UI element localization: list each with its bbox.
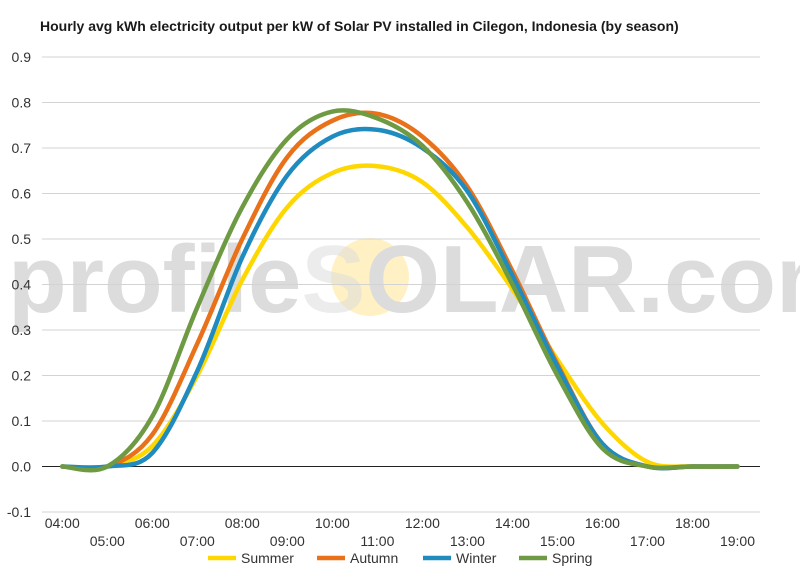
watermark-sun-icon: [331, 238, 409, 316]
y-tick-label: 0.6: [12, 186, 32, 202]
y-tick-label: 0.3: [12, 322, 32, 338]
x-tick-label: 08:00: [225, 515, 260, 531]
grid-lines: [42, 56, 760, 513]
x-tick-label: 18:00: [675, 515, 710, 531]
y-tick-label: 0.7: [12, 140, 32, 156]
watermark-text: profileSOLAR.com: [8, 226, 800, 333]
y-axis: -0.1 0.0 0.1 0.2 0.3 0.4 0.5 0.6 0.7 0.8 0.9: [7, 49, 31, 520]
x-tick-label: 09:00: [270, 533, 305, 549]
y-tick-label: 0.8: [12, 95, 32, 111]
legend-item-winter: Winter: [423, 550, 497, 566]
x-tick-label: 05:00: [90, 533, 125, 549]
series-line-winter: [60, 126, 740, 471]
legend-item-autumn: Autumn: [317, 550, 398, 566]
x-tick-label: 10:00: [315, 515, 350, 531]
series-line-spring: [60, 108, 740, 473]
y-tick-label: 0.1: [12, 413, 32, 429]
y-tick-label: 0.4: [12, 277, 32, 293]
legend-item-summer: Summer: [208, 550, 294, 566]
y-tick-label: 0.0: [12, 459, 32, 475]
legend: Summer Autumn Winter Spring: [208, 550, 592, 566]
x-axis: 04:00 05:00 06:00 07:00 08:00 09:00 10:00 11:00…: [45, 515, 755, 549]
x-tick-label: 16:00: [585, 515, 620, 531]
x-tick-label: 14:00: [495, 515, 530, 531]
legend-label: Winter: [456, 550, 497, 566]
x-tick-label: 06:00: [135, 515, 170, 531]
legend-label: Spring: [552, 550, 592, 566]
x-tick-label: 11:00: [360, 533, 394, 549]
y-tick-label: 0.5: [12, 231, 32, 247]
y-tick-label: -0.1: [7, 504, 31, 520]
legend-label: Autumn: [350, 550, 398, 566]
x-tick-label: 12:00: [405, 515, 440, 531]
x-tick-label: 17:00: [630, 533, 665, 549]
x-tick-label: 04:00: [45, 515, 80, 531]
y-tick-label: 0.9: [12, 49, 32, 65]
x-tick-label: 13:00: [450, 533, 485, 549]
chart-title: Hourly avg kWh electricity output per kW…: [40, 18, 679, 34]
watermark: profileSOLAR.com: [8, 226, 800, 333]
x-tick-label: 19:00: [720, 533, 755, 549]
legend-item-spring: Spring: [519, 550, 592, 566]
plot-series: [60, 108, 740, 473]
y-tick-label: 0.2: [12, 368, 32, 384]
x-tick-label: 15:00: [540, 533, 575, 549]
x-tick-label: 07:00: [180, 533, 215, 549]
legend-label: Summer: [241, 550, 294, 566]
